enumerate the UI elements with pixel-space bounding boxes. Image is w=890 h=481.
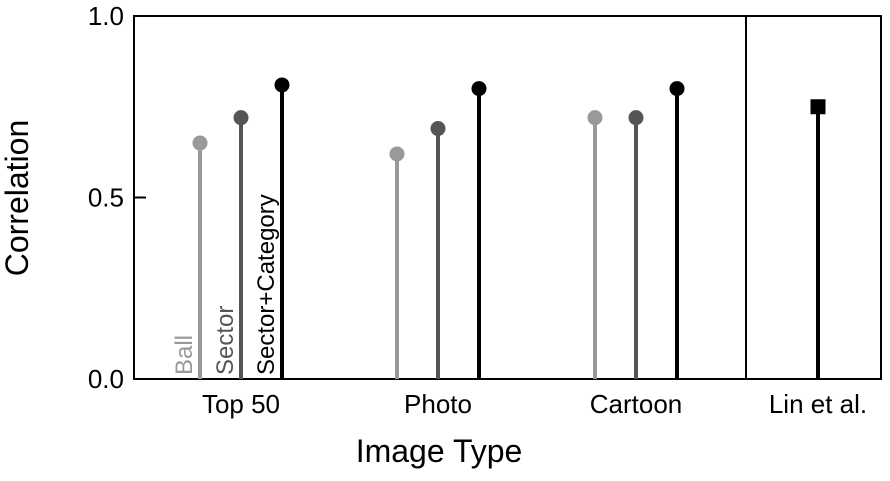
series-label: Sector <box>212 306 239 375</box>
x-tick-label: Top 50 <box>202 389 280 419</box>
lollipop-point <box>587 110 603 126</box>
lollipop-point <box>628 110 644 126</box>
lollipop-point <box>233 110 249 126</box>
lollipop-point <box>430 121 446 137</box>
x-axis-title: Image Type <box>356 433 523 469</box>
series-label: Ball <box>171 335 198 375</box>
y-axis: 0.0 0.5 1.0 <box>88 1 146 394</box>
y-tick-label: 0.0 <box>88 364 124 394</box>
x-tick-label: Photo <box>404 389 472 419</box>
y-tick-label: 1.0 <box>88 1 124 31</box>
x-axis: Top 50 Photo Cartoon Lin et al. <box>202 389 867 419</box>
series-label: Sector+Category <box>253 194 280 375</box>
y-tick-label: 0.5 <box>88 183 124 213</box>
series-labels: Ball Sector Sector+Category <box>171 194 280 375</box>
plot-area <box>133 15 882 380</box>
lollipop-point <box>274 77 290 93</box>
lollipop-point <box>389 146 405 162</box>
lollipop-point <box>471 81 487 97</box>
plot-frame <box>133 15 882 380</box>
lollipop-point <box>192 135 208 151</box>
x-tick-label: Lin et al. <box>769 389 867 419</box>
y-axis-title: Correlation <box>0 120 35 277</box>
reference-square-point <box>810 99 826 115</box>
chart-marks <box>192 77 826 379</box>
lollipop-point <box>669 81 685 97</box>
x-tick-label: Cartoon <box>590 389 683 419</box>
